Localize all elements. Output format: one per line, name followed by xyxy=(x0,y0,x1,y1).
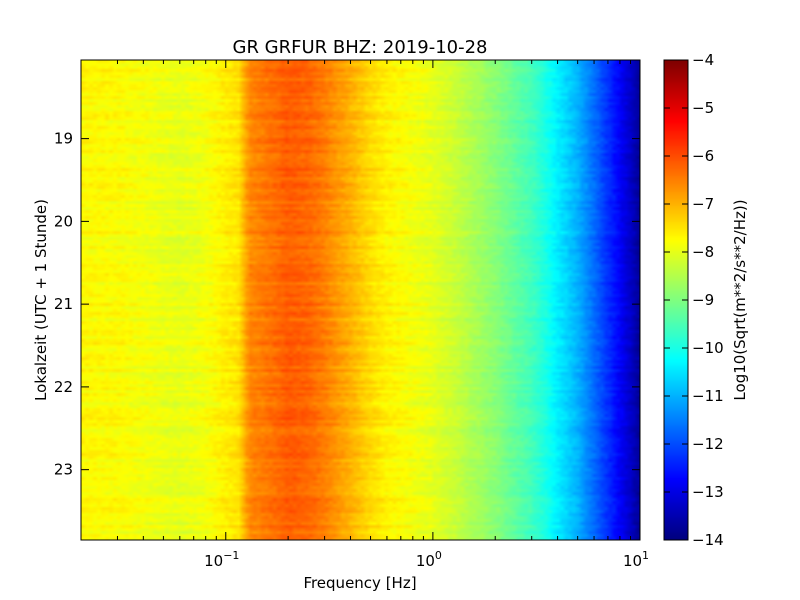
colorbar-tick-label: −6 xyxy=(692,147,714,165)
colorbar: −4 −5 −6 −7 −8 −9 −10 −11 −12 −13 −14 Log10(Sqrt(m… xyxy=(663,51,749,549)
x-tick-base: 10 xyxy=(623,552,642,570)
colorbar-tick-label: −7 xyxy=(692,195,714,213)
y-axis-ticks: 19 20 21 22 23 xyxy=(54,130,640,479)
x-tick-base: 10 xyxy=(416,552,435,570)
y-axis-label: Lokalzeit (UTC + 1 Stunde) xyxy=(32,199,50,401)
colorbar-tick-label: −5 xyxy=(692,99,714,117)
y-tick-label: 23 xyxy=(54,461,73,479)
y-tick-label: 22 xyxy=(54,378,73,396)
colorbar-tick-label: −13 xyxy=(692,483,724,501)
colorbar-ticks: −4 −5 −6 −7 −8 −9 −10 −11 −12 −13 −14 xyxy=(664,51,724,549)
x-tick-exponent: 0 xyxy=(435,549,442,562)
colorbar-tick-label: −12 xyxy=(692,435,724,453)
x-tick-exponent: 1 xyxy=(642,549,649,562)
chart-title: GR GRFUR BHZ: 2019-10-28 xyxy=(233,37,488,58)
colorbar-tick-label: −10 xyxy=(692,339,724,357)
plot-frame xyxy=(80,59,641,541)
colorbar-tick-label: −9 xyxy=(692,291,714,309)
y-tick-label: 21 xyxy=(54,295,73,313)
x-tick-label: 101 xyxy=(623,549,649,570)
colorbar-tick-label: −11 xyxy=(692,387,724,405)
heatmap-plot-area xyxy=(80,59,641,541)
colorbar-tick-label: −8 xyxy=(692,243,714,261)
y-tick-label: 19 xyxy=(54,130,73,148)
spectrogram-heatmap xyxy=(81,60,640,540)
x-tick-label: 100 xyxy=(416,549,442,570)
colorbar-tick-label: −14 xyxy=(692,531,724,549)
x-axis-ticks: 10−1 100 101 xyxy=(80,60,649,570)
colorbar-tick-label: −4 xyxy=(692,51,714,69)
x-tick-label: 10−1 xyxy=(204,549,239,570)
colorbar-label: Log10(Sqrt(m**2/s**2/Hz)) xyxy=(731,199,749,400)
y-tick-label: 20 xyxy=(54,212,73,230)
x-tick-base: 10 xyxy=(204,552,223,570)
x-axis-label: Frequency [Hz] xyxy=(303,574,416,592)
x-tick-exponent: −1 xyxy=(223,549,239,562)
